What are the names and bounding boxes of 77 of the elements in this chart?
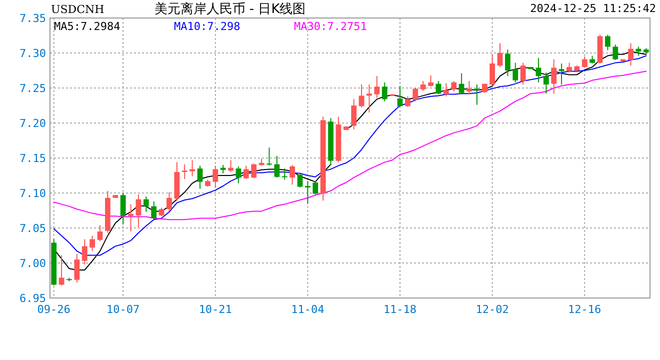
- candlestick: [436, 80, 442, 95]
- candlestick: [505, 49, 510, 77]
- x-tick-label: 12-16: [568, 303, 602, 316]
- candlestick: [520, 62, 526, 85]
- candlestick: [366, 84, 372, 113]
- candlestick: [197, 165, 203, 190]
- candlestick: [74, 253, 80, 284]
- candlestick: [128, 204, 134, 232]
- candlestick: [582, 56, 588, 68]
- candlestick: [628, 42, 634, 66]
- x-tick-label: 11-18: [383, 303, 417, 316]
- candlestick: [605, 34, 610, 51]
- y-tick-label: 7.25: [20, 82, 46, 95]
- candlestick: [305, 180, 310, 204]
- candlestick: [82, 238, 88, 265]
- candlestick: [58, 254, 64, 286]
- candlestick: [405, 96, 410, 108]
- candlestick: [466, 80, 472, 95]
- candlestick: [136, 194, 142, 228]
- candlestick: [474, 84, 480, 106]
- candlestick: [443, 82, 449, 97]
- text: MA30:7.2751: [294, 20, 367, 33]
- candlestick: [551, 58, 557, 94]
- candlestick: [182, 164, 188, 180]
- candlestick: [428, 74, 434, 88]
- candlestick: [312, 180, 318, 195]
- candlestick: [97, 224, 103, 242]
- text: USDCNH: [51, 3, 104, 16]
- candlestick: [497, 42, 503, 68]
- candlestick: [458, 72, 464, 94]
- candlestick: [397, 85, 403, 108]
- x-tick-label: 12-02: [476, 303, 509, 316]
- candlestick: [382, 82, 388, 102]
- candlestick: [612, 44, 618, 60]
- candlestick: [451, 80, 457, 92]
- candlestick: [212, 165, 218, 188]
- candlestick: [90, 235, 95, 252]
- candlestick: [266, 147, 272, 166]
- candlestick: [543, 72, 549, 94]
- candlestick: [251, 163, 257, 179]
- text: MA10:7.298: [174, 20, 240, 33]
- y-tick-label: 6.95: [20, 292, 46, 305]
- y-tick-label: 7.05: [20, 222, 46, 235]
- x-tick-label: 09-26: [37, 303, 70, 316]
- candlestick: [190, 160, 195, 177]
- text: MA5:7.2984: [54, 20, 121, 33]
- x-tick-label: 10-21: [198, 303, 232, 316]
- y-tick-label: 7.35: [20, 12, 46, 25]
- candlestick: [420, 80, 426, 92]
- chart-title: 美元离岸人民币 - 日K线图: [154, 1, 306, 17]
- text: 2024-12-25 11:25:42: [530, 2, 656, 15]
- candlestick: [512, 62, 518, 83]
- candlestick: [228, 160, 234, 172]
- candlestick: [297, 172, 303, 188]
- candlestick: [566, 62, 572, 74]
- candlestick: [166, 192, 172, 212]
- candlestick: [536, 57, 542, 83]
- candlestick: [358, 84, 364, 108]
- candlestick: [143, 196, 149, 212]
- y-tick-label: 7.10: [20, 187, 46, 200]
- candlestick: [120, 192, 126, 225]
- candlestick: [374, 76, 380, 98]
- y-tick-label: 7.15: [20, 152, 46, 165]
- candlestick: [282, 168, 288, 180]
- x-tick-label: 11-04: [291, 303, 325, 316]
- candlestick: [351, 98, 357, 130]
- candlestick: [290, 164, 295, 186]
- x-tick-label: 10-07: [106, 303, 140, 316]
- candlestick: [490, 54, 495, 86]
- y-tick-label: 7.20: [20, 117, 46, 130]
- candlestick: [243, 165, 249, 180]
- y-tick-label: 7.00: [20, 257, 46, 270]
- candlestick: [151, 200, 157, 220]
- y-tick-label: 7.30: [20, 47, 46, 60]
- candlestick: [274, 155, 280, 178]
- candlestick: [412, 88, 418, 102]
- candlestick: [236, 166, 242, 184]
